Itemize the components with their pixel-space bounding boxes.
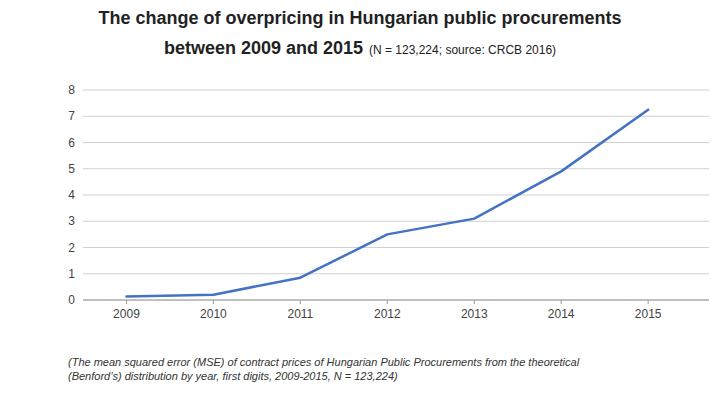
x-tick: [561, 300, 562, 304]
y-tick-label: 7: [68, 109, 75, 123]
y-tick-label: 5: [68, 162, 75, 176]
x-tick-label: 2015: [635, 307, 662, 321]
x-tick-label: 2012: [374, 307, 401, 321]
plot-area: [126, 110, 648, 297]
x-tick: [213, 300, 214, 304]
x-tick: [126, 300, 127, 304]
grid-line: [83, 168, 709, 169]
grid-line: [83, 142, 709, 143]
footnote-line: (Benford’s) distribution by year, first …: [68, 370, 398, 382]
grid-line: [83, 90, 709, 91]
source-note: (N = 123,224; source: CRCB 2016): [369, 43, 556, 57]
subtitle: between 2009 and 2015: [164, 38, 363, 58]
grid-line: [83, 273, 709, 274]
y-tick-label: 1: [68, 267, 75, 281]
x-tick-label: 2013: [461, 307, 488, 321]
x-tick: [648, 300, 649, 304]
x-tick-label: 2011: [287, 307, 313, 321]
footnote: (The mean squared error (MSE) of contrac…: [68, 356, 580, 382]
data-line: [126, 110, 648, 297]
title: The change of overpricing in Hungarian p…: [98, 8, 621, 28]
x-tick: [300, 300, 301, 304]
x-tick-label: 2009: [113, 307, 140, 321]
subtitle-line: between 2009 and 2015 (N = 123,224; sourc…: [164, 38, 556, 58]
y-grid: [83, 90, 709, 300]
y-tick-label: 2: [68, 241, 75, 255]
chart: The change of overpricing in Hungarian p…: [0, 0, 720, 405]
y-tick-label: 8: [68, 83, 75, 97]
x-tick: [387, 300, 388, 304]
x-axis-line: [83, 300, 709, 301]
grid-line: [83, 300, 709, 301]
y-tick-label: 3: [68, 214, 75, 228]
y-tick-label: 6: [68, 136, 75, 150]
y-tick-label: 4: [68, 188, 75, 202]
grid-line: [83, 247, 709, 248]
grid-line: [83, 221, 709, 222]
x-tick-label: 2014: [548, 307, 575, 321]
y-tick-label: 0: [68, 293, 75, 307]
x-tick: [474, 300, 475, 304]
grid-line: [83, 195, 709, 196]
footnote-line: (The mean squared error (MSE) of contrac…: [68, 356, 580, 368]
grid-line: [83, 116, 709, 117]
x-tick-label: 2010: [200, 307, 227, 321]
